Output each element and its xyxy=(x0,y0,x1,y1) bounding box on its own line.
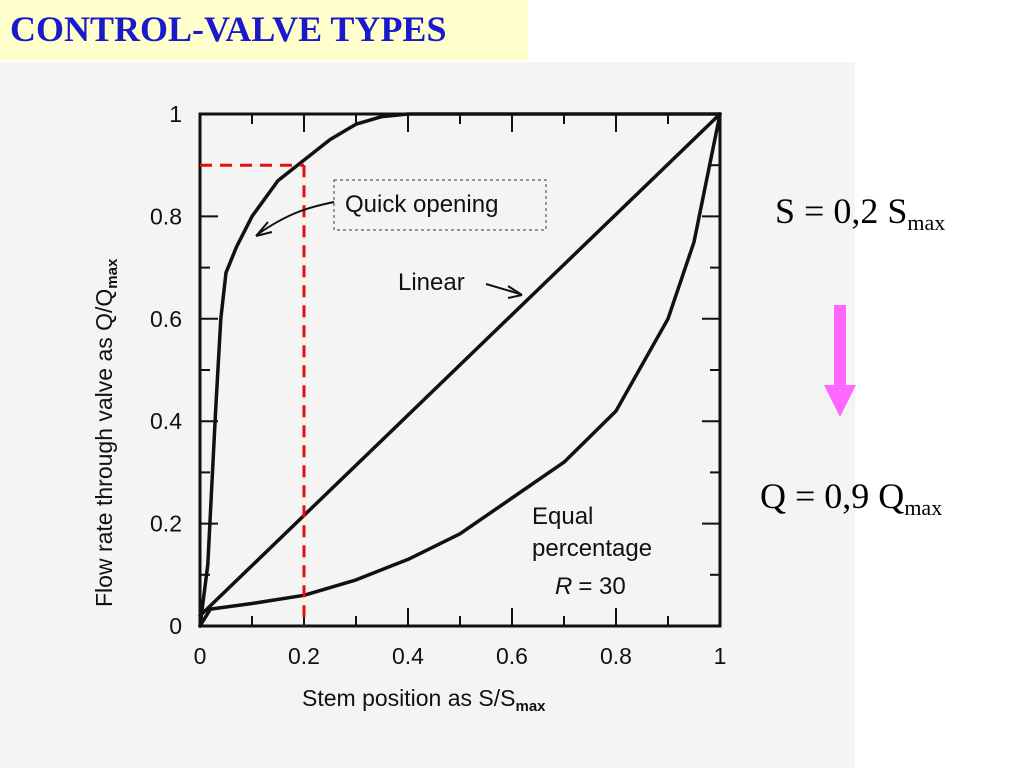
x-tick-label: 0.2 xyxy=(288,643,320,669)
y-axis-label-main: Flow rate through valve as Q/Q xyxy=(91,289,117,607)
y-tick-label: 1 xyxy=(169,101,182,127)
x-tick-label: 1 xyxy=(714,643,727,669)
quick-opening-label: Quick opening xyxy=(345,191,498,218)
flow-equation-main: Q = 0,9 Q xyxy=(760,476,904,516)
valve-characteristic-chart: 0 0.2 0.4 0.6 0.8 1 0 0.2 0.4 0.6 0.8 1 Quick openi… xyxy=(0,62,760,768)
equal-label-line1: Equal xyxy=(532,503,593,530)
flow-equation-sub: max xyxy=(904,495,942,520)
x-tick-label: 0.4 xyxy=(392,643,424,669)
flow-equation: Q = 0,9 Qmax xyxy=(760,475,942,521)
linear-pointer xyxy=(486,284,520,294)
title-banner: CONTROL-VALVE TYPES xyxy=(0,0,528,60)
quick-opening-pointer xyxy=(258,202,334,234)
x-tick-label: 0.6 xyxy=(496,643,528,669)
y-tick-label: 0.2 xyxy=(150,511,182,537)
y-tick-label: 0.4 xyxy=(150,408,182,434)
equal-label-line2: percentage xyxy=(532,535,652,562)
x-tick-label: 0.8 xyxy=(600,643,632,669)
y-axis-label: Flow rate through valve as Q/Qmax xyxy=(91,258,121,607)
stem-equation-main: S = 0,2 S xyxy=(775,191,907,231)
r-value: = 30 xyxy=(578,573,625,600)
y-tick-label: 0.6 xyxy=(150,306,182,332)
x-axis-label-main: Stem position as S/S xyxy=(302,685,516,711)
linear-label: Linear xyxy=(398,269,465,296)
stem-equation: S = 0,2 Smax xyxy=(775,190,945,236)
x-tick-label: 0 xyxy=(194,643,207,669)
r-symbol: R xyxy=(555,573,572,600)
stem-equation-sub: max xyxy=(907,210,945,235)
r-value-label: R = 30 xyxy=(555,573,626,600)
down-arrow-icon xyxy=(820,305,860,420)
x-axis-label-sub: max xyxy=(516,698,547,715)
y-tick-label: 0.8 xyxy=(150,203,182,229)
page-title: CONTROL-VALVE TYPES xyxy=(10,8,446,50)
y-axis-label-sub: max xyxy=(104,258,121,289)
y-tick-label: 0 xyxy=(169,613,182,639)
x-axis-label: Stem position as S/Smax xyxy=(302,685,546,715)
